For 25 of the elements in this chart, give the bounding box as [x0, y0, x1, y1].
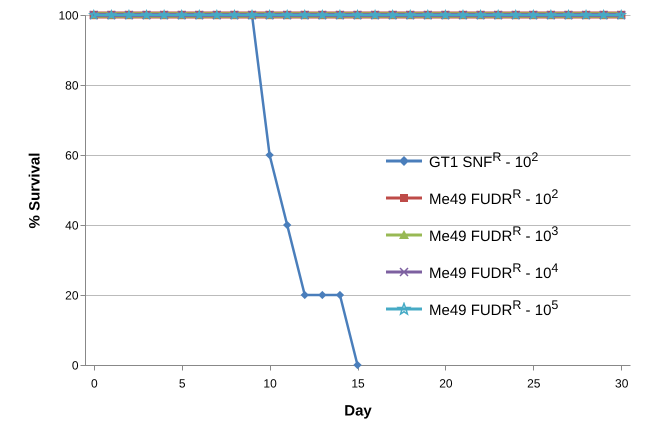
legend-label: Me49 FUDR$^{R}$ - 10$^{4}$: [429, 261, 558, 282]
legend-label: Me49 FUDR$^{R}$ - 10$^{2}$: [429, 187, 558, 208]
point: [265, 150, 274, 160]
x-tick-label: 15: [351, 376, 365, 390]
x-tick-label: 30: [615, 376, 629, 390]
y-tick-label: 100: [58, 8, 79, 22]
y-axis-title: % Survival: [26, 152, 44, 228]
legend-label: Me49 FUDR$^{R}$ - 10$^{5}$: [429, 298, 558, 319]
y-tick-label: 20: [65, 288, 79, 302]
point: [336, 290, 344, 300]
y-tick-label: 60: [65, 148, 79, 162]
y-tick-label: 80: [65, 78, 79, 92]
point: [300, 290, 309, 300]
x-tick-label: 0: [90, 376, 98, 390]
x-axis-title: Day: [344, 402, 372, 420]
x-tick-label: 10: [263, 376, 278, 390]
x-tick-label: 25: [527, 376, 541, 390]
y-tick-label: 0: [72, 358, 79, 372]
point: [353, 360, 362, 370]
x-tick-label: 5: [178, 376, 186, 390]
point: [282, 220, 292, 230]
x-tick-label: 20: [439, 376, 453, 390]
legend-label: GT1 SNF$^{R}$ - 10$^{2}$: [429, 150, 538, 171]
y-tick-label: 40: [65, 218, 79, 232]
legend-label: Me49 FUDR$^{R}$ - 10$^{3}$: [429, 224, 558, 245]
